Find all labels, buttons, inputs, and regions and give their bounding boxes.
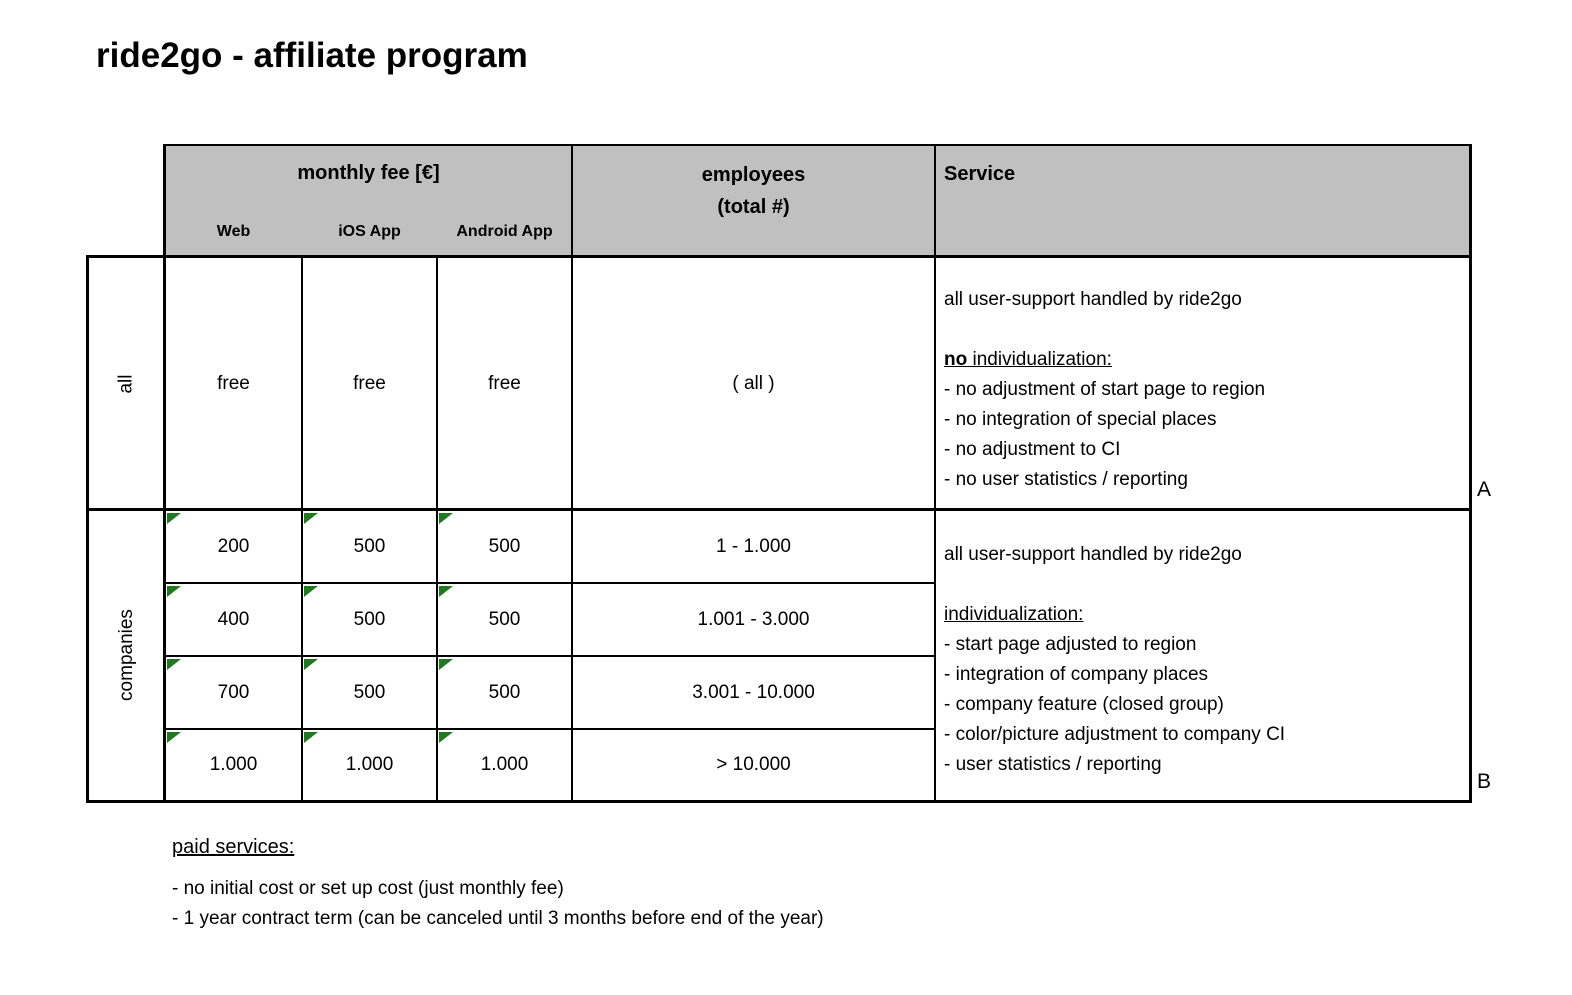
table-border-left: [86, 257, 89, 803]
table-border-right: [1469, 145, 1472, 803]
table-border-row3: [165, 728, 935, 730]
table-border-row1: [165, 582, 935, 584]
row-group-label-companies: companies: [115, 609, 137, 701]
service-companies-support: all user-support handled by ride2go: [944, 544, 1242, 565]
cell-companies-r1-employees: 1 - 1.000: [716, 535, 791, 557]
cell-companies-r4-ios: 1.000: [345, 753, 394, 775]
service-companies-heading: individualization:: [944, 604, 1084, 625]
header-monthly-fee: monthly fee [€]: [297, 161, 440, 184]
note-indicator-icon: [304, 513, 318, 524]
cell-companies-r3-web: 700: [217, 681, 250, 703]
header-employees-line1: employees: [701, 163, 806, 186]
service-text-companies: all user-support handled by ride2go indi…: [944, 540, 1464, 780]
table-border-bottom: [86, 800, 1472, 803]
table-border-top: [163, 144, 1472, 146]
note-indicator-icon: [439, 659, 453, 670]
note-indicator-icon: [439, 732, 453, 743]
cell-companies-r1-android: 500: [488, 535, 521, 557]
service-all-item: - no adjustment to CI: [944, 439, 1121, 460]
service-all-item: - no adjustment of start page to region: [944, 379, 1266, 400]
header-employees-line2: (total #): [717, 195, 790, 218]
row-group-label-all: all: [115, 373, 137, 394]
note-indicator-icon: [167, 586, 181, 597]
cell-companies-r3-android: 500: [488, 681, 521, 703]
cell-companies-r4-android: 1.000: [480, 753, 529, 775]
note-indicator-icon: [167, 513, 181, 524]
footer-heading: paid services:: [172, 836, 295, 858]
table-header-background: [165, 145, 1471, 257]
header-ios-app: iOS App: [338, 223, 401, 240]
spacer: [944, 570, 1464, 600]
note-indicator-icon: [167, 659, 181, 670]
cell-companies-r1-ios: 500: [353, 535, 386, 557]
cell-companies-r2-employees: 1.001 - 3.000: [697, 608, 810, 630]
table-border-label-col: [163, 145, 166, 803]
side-label-a: A: [1477, 478, 1492, 501]
cell-all-web-fee: free: [217, 372, 250, 394]
footer-notes: - no initial cost or set up cost (just m…: [172, 874, 824, 934]
cell-companies-r2-android: 500: [488, 608, 521, 630]
cell-companies-r1-web: 200: [217, 535, 250, 557]
side-label-b: B: [1477, 770, 1492, 793]
service-all-item: - no user statistics / reporting: [944, 469, 1188, 490]
table-border-header-bottom: [86, 255, 1472, 258]
cell-all-employees: ( all ): [732, 372, 775, 394]
note-indicator-icon: [439, 513, 453, 524]
note-indicator-icon: [304, 732, 318, 743]
service-companies-item: - company feature (closed group): [944, 694, 1224, 715]
service-all-item: - no integration of special places: [944, 409, 1217, 430]
spacer: [944, 315, 1464, 345]
table-border-group-separator: [86, 508, 1472, 511]
service-text-all: all user-support handled by ride2go no i…: [944, 285, 1464, 495]
cell-companies-r4-employees: > 10.000: [716, 753, 791, 775]
service-companies-item: - user statistics / reporting: [944, 754, 1162, 775]
table-border-row2: [165, 655, 935, 657]
cell-all-android-fee: free: [488, 372, 521, 394]
footer-note-item: - no initial cost or set up cost (just m…: [172, 878, 564, 899]
header-web: Web: [216, 223, 251, 240]
service-companies-item: - start page adjusted to region: [944, 634, 1197, 655]
service-companies-item: - color/picture adjustment to company CI: [944, 724, 1286, 745]
cell-companies-r4-web: 1.000: [209, 753, 258, 775]
cell-companies-r3-employees: 3.001 - 10.000: [692, 681, 815, 703]
cell-companies-r2-web: 400: [217, 608, 250, 630]
page-title: ride2go - affiliate program: [96, 36, 528, 75]
note-indicator-icon: [439, 586, 453, 597]
table-border-android-employees: [571, 145, 573, 802]
header-android-app: Android App: [456, 223, 553, 240]
note-indicator-icon: [304, 586, 318, 597]
service-companies-item: - integration of company places: [944, 664, 1209, 685]
cell-all-ios-fee: free: [353, 372, 386, 394]
table-border-ios-android: [436, 257, 438, 802]
table-border-employees-service: [934, 145, 936, 802]
footer-note-item: - 1 year contract term (can be canceled …: [172, 908, 824, 929]
note-indicator-icon: [167, 732, 181, 743]
cell-companies-r3-ios: 500: [353, 681, 386, 703]
service-all-heading: no individualization:: [944, 349, 1112, 370]
service-all-support: all user-support handled by ride2go: [944, 289, 1242, 310]
cell-companies-r2-ios: 500: [353, 608, 386, 630]
table-border-web-ios: [301, 257, 303, 802]
header-service: Service: [944, 163, 1016, 185]
note-indicator-icon: [304, 659, 318, 670]
